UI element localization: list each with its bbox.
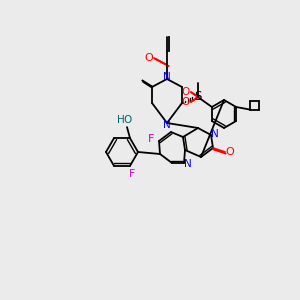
Text: O: O [124,115,132,125]
Text: S: S [194,91,202,103]
Text: N: N [184,159,192,169]
Text: O: O [145,53,153,63]
Text: O: O [226,147,234,157]
Text: N: N [211,129,219,139]
Text: N: N [163,120,171,130]
Polygon shape [142,80,152,88]
Text: O: O [182,87,190,97]
Text: F: F [148,134,154,144]
Text: O: O [182,97,190,107]
Text: H: H [117,115,125,125]
Text: F: F [129,169,135,179]
Text: N: N [163,73,171,82]
